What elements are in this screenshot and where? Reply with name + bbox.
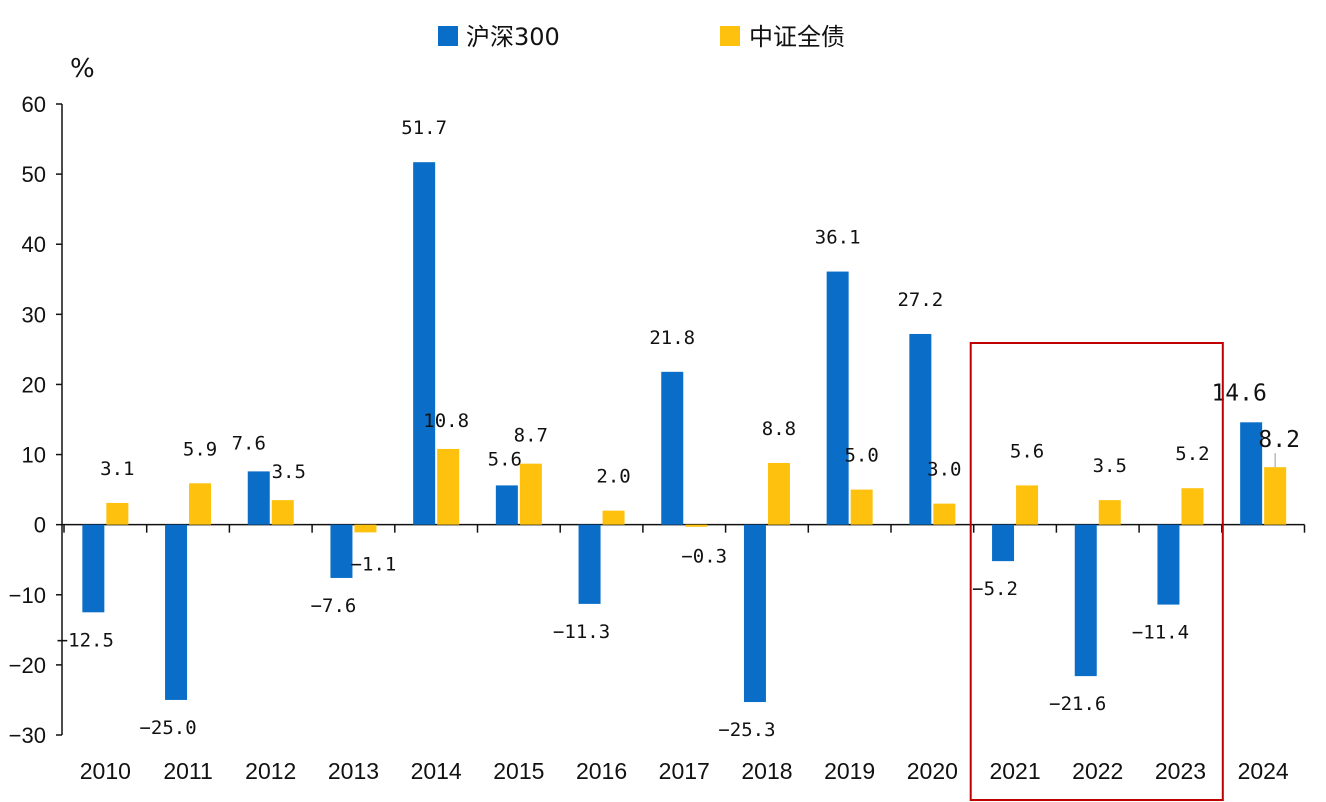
bar-hs300 bbox=[413, 162, 436, 525]
data-label-hs300: −12.5 bbox=[57, 629, 114, 651]
y-tick-label: 50 bbox=[22, 162, 46, 187]
data-label-hs300: −11.3 bbox=[553, 621, 610, 643]
bar-bond bbox=[271, 500, 294, 525]
data-label-bond: −0.3 bbox=[681, 546, 727, 568]
legend-swatch-hs300 bbox=[438, 26, 458, 46]
x-tick-label: 2022 bbox=[1072, 758, 1123, 784]
bar-hs300 bbox=[330, 524, 353, 578]
data-label-bond: 5.9 bbox=[183, 438, 217, 460]
data-labels: −12.5 3.1 −25.0 5.9 7.6 3.5 −7.6 −1.1 51.7 10.8 5.… bbox=[57, 117, 1300, 741]
y-tick-label: −10 bbox=[9, 583, 46, 608]
x-tick-label: 2021 bbox=[989, 758, 1040, 784]
x-tick-label: 2016 bbox=[576, 758, 627, 784]
x-tick-label: 2023 bbox=[1155, 758, 1206, 784]
data-label-hs300: −21.6 bbox=[1049, 693, 1106, 715]
highlight-box-group bbox=[969, 342, 1224, 801]
y-tick-label: 40 bbox=[22, 232, 46, 257]
data-label-hs300: 27.2 bbox=[897, 289, 943, 311]
x-tick-label: 2015 bbox=[493, 758, 544, 784]
highlight-box bbox=[969, 342, 1224, 801]
legend-label-bond: 中证全债 bbox=[749, 23, 845, 51]
data-label-bond: 8.2 bbox=[1258, 427, 1300, 453]
data-label-hs300: 5.6 bbox=[488, 448, 522, 470]
bar-hs300 bbox=[661, 371, 684, 525]
y-tick-label: 30 bbox=[22, 302, 46, 327]
bar-bond bbox=[685, 524, 708, 527]
data-label-hs300: 7.6 bbox=[232, 432, 266, 454]
data-label-bond: −1.1 bbox=[351, 553, 397, 575]
data-label-bond: 8.8 bbox=[762, 418, 796, 440]
bar-bond bbox=[1181, 488, 1204, 525]
x-tick-label: 2014 bbox=[411, 758, 462, 784]
bar-bond bbox=[354, 524, 377, 533]
x-tick-label: 2010 bbox=[80, 758, 131, 784]
data-label-bond: 10.8 bbox=[423, 410, 469, 432]
data-label-hs300: 14.6 bbox=[1211, 380, 1266, 406]
data-label-hs300: 36.1 bbox=[815, 227, 861, 249]
bar-hs300 bbox=[1240, 422, 1263, 525]
bar-bond bbox=[1098, 500, 1121, 525]
bar-bond bbox=[1016, 485, 1039, 525]
x-tick-label: 2011 bbox=[163, 758, 212, 784]
bar-bond bbox=[602, 510, 625, 525]
y-tick-label: 60 bbox=[22, 92, 46, 117]
bar-bond bbox=[767, 462, 790, 525]
data-label-bond: 8.7 bbox=[514, 425, 548, 447]
data-label-bond: 3.0 bbox=[927, 459, 961, 481]
y-tick-label: −20 bbox=[9, 653, 46, 678]
x-tick-label: 2017 bbox=[659, 758, 710, 784]
data-label-bond: 5.2 bbox=[1175, 443, 1209, 465]
bar-hs300 bbox=[992, 524, 1015, 562]
data-label-bond: 3.5 bbox=[272, 461, 306, 483]
data-label-hs300: −25.3 bbox=[718, 719, 775, 741]
bar-hs300 bbox=[578, 524, 601, 604]
legend-swatch-bond bbox=[720, 26, 740, 46]
bar-hs300 bbox=[826, 271, 849, 525]
bar-hs300 bbox=[909, 333, 932, 525]
bar-bond bbox=[850, 489, 873, 525]
bar-hs300 bbox=[1157, 524, 1180, 605]
x-tick-label: 2020 bbox=[907, 758, 958, 784]
bars bbox=[82, 162, 1287, 703]
data-label-bond: 5.6 bbox=[1010, 440, 1044, 462]
bar-hs300 bbox=[495, 485, 518, 525]
y-tick-label: −30 bbox=[9, 723, 46, 748]
legend: 沪深300 中证全债 bbox=[438, 23, 845, 51]
bar-hs300 bbox=[82, 524, 105, 613]
data-label-bond: 3.1 bbox=[100, 458, 134, 480]
legend-label-hs300: 沪深300 bbox=[466, 23, 560, 51]
data-label-hs300: −7.6 bbox=[311, 595, 357, 617]
bar-bond bbox=[519, 463, 542, 525]
bar-hs300 bbox=[743, 524, 766, 703]
bar-bond bbox=[933, 503, 956, 525]
data-label-hs300: −11.4 bbox=[1132, 622, 1189, 644]
data-label-hs300: −5.2 bbox=[972, 578, 1018, 600]
data-label-bond: 3.5 bbox=[1093, 455, 1127, 477]
y-tick-label: 20 bbox=[22, 372, 46, 397]
x-tick-label: 2024 bbox=[1238, 758, 1289, 784]
bar-hs300 bbox=[1074, 524, 1097, 677]
bar-bond bbox=[1264, 467, 1287, 525]
y-tick-label: 0 bbox=[34, 513, 46, 538]
bar-hs300 bbox=[247, 471, 270, 525]
data-label-hs300: −25.0 bbox=[139, 717, 196, 739]
x-tick-label: 2012 bbox=[245, 758, 296, 784]
data-label-hs300: 51.7 bbox=[401, 117, 447, 139]
bar-bond bbox=[106, 502, 129, 525]
x-tick-label: 2019 bbox=[824, 758, 875, 784]
data-label-hs300: 21.8 bbox=[649, 327, 695, 349]
data-label-bond: 5.0 bbox=[844, 445, 878, 467]
data-label-bond: 2.0 bbox=[596, 466, 630, 488]
bar-bond bbox=[437, 448, 460, 525]
x-tick-label: 2013 bbox=[328, 758, 379, 784]
y-tick-label: 10 bbox=[22, 443, 46, 468]
bar-hs300 bbox=[165, 524, 188, 700]
bar-bond bbox=[189, 483, 212, 525]
x-tick-label: 2018 bbox=[741, 758, 792, 784]
y-axis-unit: % bbox=[70, 54, 95, 84]
